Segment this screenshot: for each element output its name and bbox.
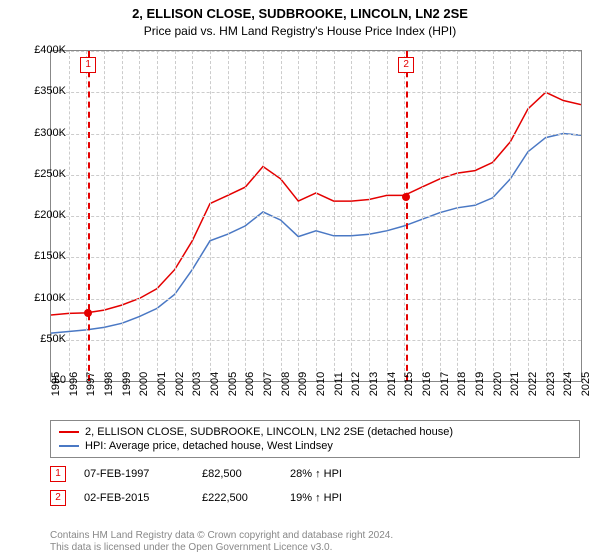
gridline-v bbox=[281, 51, 282, 381]
page-subtitle: Price paid vs. HM Land Registry's House … bbox=[0, 22, 600, 38]
legend-swatch-1 bbox=[59, 431, 79, 433]
gridline-v bbox=[210, 51, 211, 381]
y-axis-label: £100K bbox=[18, 292, 66, 304]
tx-date-1: 07-FEB-1997 bbox=[84, 468, 184, 480]
legend-row-series2: HPI: Average price, detached house, West… bbox=[59, 439, 571, 453]
gridline-v bbox=[440, 51, 441, 381]
tx-price-2: £222,500 bbox=[202, 492, 272, 504]
x-axis-label: 2025 bbox=[580, 372, 592, 396]
x-axis-label: 2020 bbox=[492, 372, 504, 396]
x-axis-label: 2008 bbox=[280, 372, 292, 396]
x-axis-label: 2005 bbox=[227, 372, 239, 396]
sale-marker-line bbox=[88, 51, 90, 381]
gridline-v bbox=[245, 51, 246, 381]
legend: 2, ELLISON CLOSE, SUDBROOKE, LINCOLN, LN… bbox=[50, 420, 580, 506]
x-axis-label: 1998 bbox=[103, 372, 115, 396]
y-axis-label: £400K bbox=[18, 44, 66, 56]
y-axis-label: £150K bbox=[18, 250, 66, 262]
gridline-v bbox=[510, 51, 511, 381]
gridline-v bbox=[457, 51, 458, 381]
x-axis-label: 2019 bbox=[474, 372, 486, 396]
legend-row-series1: 2, ELLISON CLOSE, SUDBROOKE, LINCOLN, LN… bbox=[59, 425, 571, 439]
x-axis-label: 2002 bbox=[174, 372, 186, 396]
x-axis-label: 1997 bbox=[85, 372, 97, 396]
sale-point-dot bbox=[402, 193, 410, 201]
x-axis-label: 2014 bbox=[386, 372, 398, 396]
legend-swatch-2 bbox=[59, 445, 79, 447]
gridline-v bbox=[316, 51, 317, 381]
x-axis-label: 2023 bbox=[545, 372, 557, 396]
tx-hpi-2: 19% ↑ HPI bbox=[290, 492, 380, 504]
x-axis-label: 1996 bbox=[68, 372, 80, 396]
x-axis-label: 2018 bbox=[456, 372, 468, 396]
x-axis-label: 1999 bbox=[121, 372, 133, 396]
x-axis-label: 2009 bbox=[297, 372, 309, 396]
x-axis-label: 2004 bbox=[209, 372, 221, 396]
gridline-v bbox=[563, 51, 564, 381]
tx-hpi-1: 28% ↑ HPI bbox=[290, 468, 380, 480]
footer-line2: This data is licensed under the Open Gov… bbox=[50, 542, 393, 554]
footer: Contains HM Land Registry data © Crown c… bbox=[50, 530, 393, 554]
x-axis-label: 2000 bbox=[138, 372, 150, 396]
gridline-v bbox=[475, 51, 476, 381]
gridline-v bbox=[422, 51, 423, 381]
tx-price-1: £82,500 bbox=[202, 468, 272, 480]
x-axis-label: 2017 bbox=[439, 372, 451, 396]
gridline-v bbox=[493, 51, 494, 381]
x-axis-label: 2022 bbox=[527, 372, 539, 396]
gridline-v bbox=[175, 51, 176, 381]
gridline-v bbox=[546, 51, 547, 381]
gridline-v bbox=[122, 51, 123, 381]
y-axis-label: £50K bbox=[18, 333, 66, 345]
y-axis-label: £250K bbox=[18, 168, 66, 180]
legend-label-2: HPI: Average price, detached house, West… bbox=[85, 440, 333, 452]
legend-box: 2, ELLISON CLOSE, SUDBROOKE, LINCOLN, LN… bbox=[50, 420, 580, 458]
gridline-v bbox=[263, 51, 264, 381]
sale-marker-box: 2 bbox=[398, 57, 414, 73]
gridline-v bbox=[139, 51, 140, 381]
x-axis-label: 2011 bbox=[333, 372, 345, 396]
y-axis-label: £350K bbox=[18, 85, 66, 97]
gridline-v bbox=[228, 51, 229, 381]
x-axis-label: 2016 bbox=[421, 372, 433, 396]
x-axis-label: 2015 bbox=[403, 372, 415, 396]
tx-date-2: 02-FEB-2015 bbox=[84, 492, 184, 504]
gridline-v bbox=[387, 51, 388, 381]
page-title: 2, ELLISON CLOSE, SUDBROOKE, LINCOLN, LN… bbox=[0, 0, 600, 22]
footer-line1: Contains HM Land Registry data © Crown c… bbox=[50, 530, 393, 542]
y-axis-label: £200K bbox=[18, 209, 66, 221]
transaction-row-2: 2 02-FEB-2015 £222,500 19% ↑ HPI bbox=[50, 490, 580, 506]
gridline-v bbox=[334, 51, 335, 381]
x-axis-label: 2006 bbox=[244, 372, 256, 396]
sale-marker-line bbox=[406, 51, 408, 381]
tx-marker-2: 2 bbox=[50, 490, 66, 506]
legend-label-1: 2, ELLISON CLOSE, SUDBROOKE, LINCOLN, LN… bbox=[85, 426, 453, 438]
tx-marker-1: 1 bbox=[50, 466, 66, 482]
x-axis-label: 2021 bbox=[509, 372, 521, 396]
gridline-v bbox=[351, 51, 352, 381]
gridline-v bbox=[298, 51, 299, 381]
sale-point-dot bbox=[84, 309, 92, 317]
y-axis-label: £300K bbox=[18, 127, 66, 139]
gridline-v bbox=[69, 51, 70, 381]
gridline-v bbox=[104, 51, 105, 381]
gridline-v bbox=[369, 51, 370, 381]
chart-container: 2, ELLISON CLOSE, SUDBROOKE, LINCOLN, LN… bbox=[0, 0, 600, 560]
x-axis-label: 2024 bbox=[562, 372, 574, 396]
transaction-row-1: 1 07-FEB-1997 £82,500 28% ↑ HPI bbox=[50, 466, 580, 482]
x-axis-label: 2001 bbox=[156, 372, 168, 396]
x-axis-label: 2010 bbox=[315, 372, 327, 396]
x-axis-label: 2007 bbox=[262, 372, 274, 396]
x-axis-label: 2003 bbox=[191, 372, 203, 396]
gridline-v bbox=[528, 51, 529, 381]
x-axis-label: 2013 bbox=[368, 372, 380, 396]
x-axis-label: 2012 bbox=[350, 372, 362, 396]
chart-plot-area: 12 bbox=[50, 50, 582, 382]
sale-marker-box: 1 bbox=[80, 57, 96, 73]
gridline-v bbox=[192, 51, 193, 381]
gridline-v bbox=[157, 51, 158, 381]
x-axis-label: 1995 bbox=[50, 372, 62, 396]
